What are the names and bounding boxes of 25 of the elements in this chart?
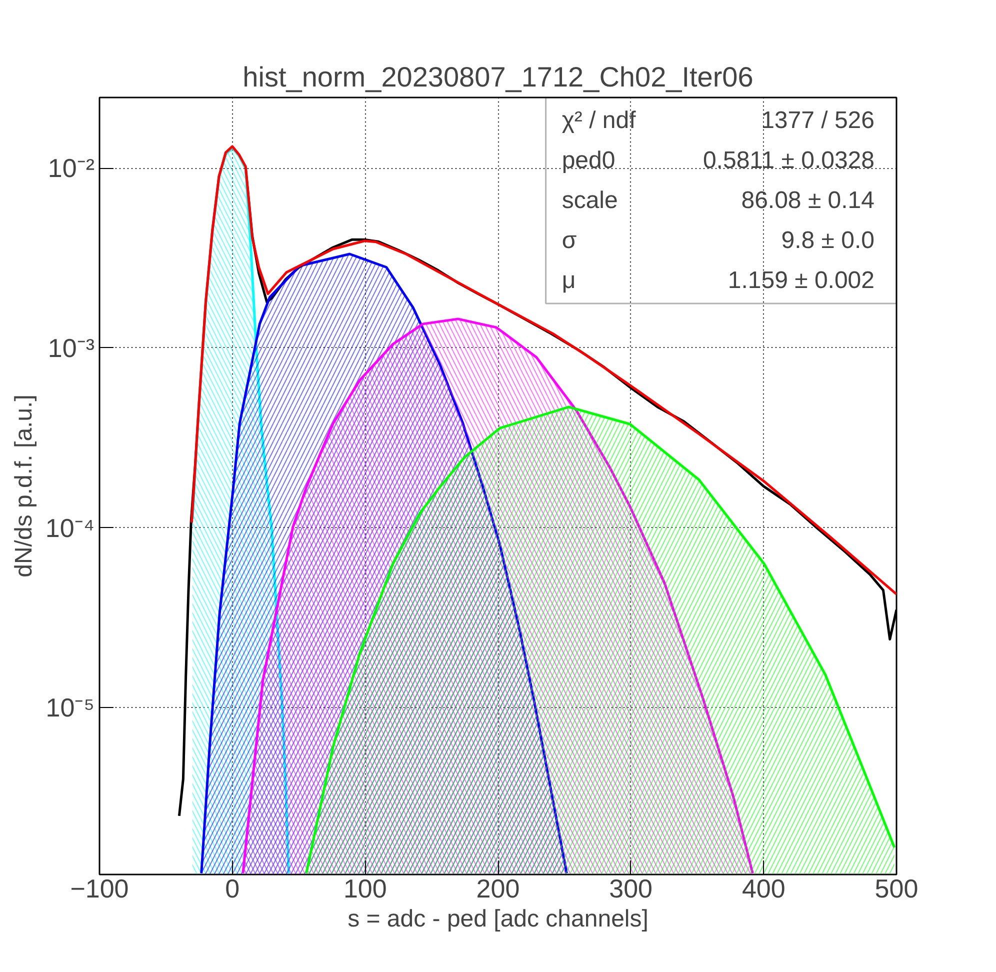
annotation: σ (562, 227, 577, 254)
y-tick-label: 10⁻⁵ (46, 692, 95, 723)
annotation: 1.159 ± 0.002 (728, 267, 874, 294)
x-tick-label: 100 (343, 874, 387, 904)
x-axis-title: s = adc - ped [adc channels] (348, 906, 648, 932)
x-tick-label: 500 (874, 874, 918, 904)
chart-title: hist_norm_20230807_1712_Ch02_Iter06 (242, 62, 754, 92)
y-tick-label: 10⁻³ (48, 332, 95, 363)
annotation: 86.08 ± 0.14 (741, 187, 875, 214)
x-tick-label: 300 (609, 874, 653, 904)
y-tick-label: 10⁻⁴ (45, 512, 94, 543)
annotation: ped0 (562, 147, 616, 174)
line-series (190, 145, 896, 596)
annotation: 0.5811 ± 0.0328 (702, 147, 875, 174)
annotation: scale (562, 187, 618, 214)
y-tick-label: 10⁻² (48, 153, 95, 184)
annotation: χ² / ndf (562, 107, 636, 134)
annotation: 1377 / 526 (761, 107, 874, 134)
x-tick-label: 400 (742, 874, 786, 904)
x-tick-label: 200 (476, 874, 520, 904)
x-tick-label: −100 (70, 874, 129, 904)
y-axis-title: dN/ds p.d.f. [a.u.] (10, 394, 38, 578)
x-tick-label: 0 (225, 874, 240, 904)
annotation: 9.8 ± 0.0 (781, 227, 874, 254)
annotation: μ (562, 267, 576, 294)
